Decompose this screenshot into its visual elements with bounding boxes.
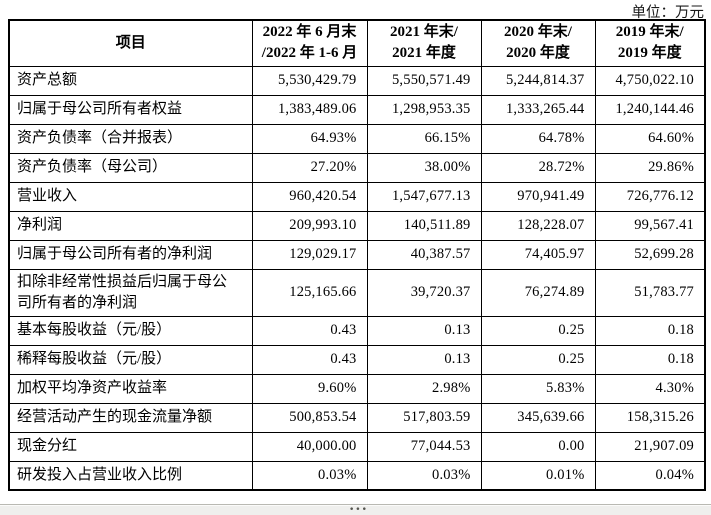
row-value: 0.13	[366, 344, 482, 375]
row-value: 0.43	[251, 344, 368, 375]
row-label: 归属于母公司所有者的净利润	[8, 239, 253, 270]
row-value: 209,993.10	[251, 210, 368, 241]
row-value: 1,383,489.06	[251, 94, 368, 125]
row-value: 960,420.54	[251, 181, 368, 212]
row-value: 0.25	[480, 344, 596, 375]
financial-summary-table: 项目 2022 年 6 月末 /2022 年 1-6 月 2021 年末/ 2021…	[8, 19, 706, 491]
table-body: 资产总额 5,530,429.79 5,550,571.49 5,244,814.37…	[8, 65, 706, 491]
row-value: 5,550,571.49	[366, 65, 482, 96]
row-value: 28.72%	[480, 152, 596, 183]
row-value: 1,333,265.44	[480, 94, 596, 125]
row-value: 0.04%	[594, 460, 706, 491]
row-value: 970,941.49	[480, 181, 596, 212]
row-value: 158,315.26	[594, 402, 706, 433]
row-value: 128,228.07	[480, 210, 596, 241]
row-value: 0.43	[251, 315, 368, 346]
row-label: 研发投入占营业收入比例	[8, 460, 253, 491]
row-value: 129,029.17	[251, 239, 368, 270]
row-value: 52,699.28	[594, 239, 706, 270]
row-value: 0.13	[366, 315, 482, 346]
row-value: 0.18	[594, 315, 706, 346]
table-row: 现金分红 40,000.00 77,044.53 0.00 21,907.09	[8, 431, 706, 462]
row-label: 资产负债率（合并报表）	[8, 123, 253, 154]
row-label: 稀释每股收益（元/股）	[8, 344, 253, 375]
row-value: 0.01%	[480, 460, 596, 491]
table-row: 基本每股收益（元/股） 0.43 0.13 0.25 0.18	[8, 315, 706, 346]
row-value: 99,567.41	[594, 210, 706, 241]
row-value: 2.98%	[366, 373, 482, 404]
row-value: 64.93%	[251, 123, 368, 154]
table-row: 净利润 209,993.10 140,511.89 128,228.07 99,567.…	[8, 210, 706, 241]
table-row: 加权平均净资产收益率 9.60% 2.98% 5.83% 4.30%	[8, 373, 706, 404]
table-row: 研发投入占营业收入比例 0.03% 0.03% 0.01% 0.04%	[8, 460, 706, 491]
row-value: 21,907.09	[594, 431, 706, 462]
row-value: 345,639.66	[480, 402, 596, 433]
table-row: 经营活动产生的现金流量净额 500,853.54 517,803.59 345,639…	[8, 402, 706, 433]
row-value: 0.00	[480, 431, 596, 462]
row-label: 归属于母公司所有者权益	[8, 94, 253, 125]
row-label: 净利润	[8, 210, 253, 241]
row-label: 现金分红	[8, 431, 253, 462]
row-label: 基本每股收益（元/股）	[8, 315, 253, 346]
row-value: 66.15%	[366, 123, 482, 154]
table-row: 归属于母公司所有者的净利润 129,029.17 40,387.57 74,405.9…	[8, 239, 706, 270]
row-value: 125,165.66	[251, 268, 368, 317]
row-value: 1,240,144.46	[594, 94, 706, 125]
row-value: 1,298,953.35	[366, 94, 482, 125]
row-label: 资产负债率（母公司）	[8, 152, 253, 183]
table-row: 稀释每股收益（元/股） 0.43 0.13 0.25 0.18	[8, 344, 706, 375]
row-value: 5,244,814.37	[480, 65, 596, 96]
row-label: 扣除非经常性损益后归属于母公 司所有者的净利润	[8, 268, 253, 317]
table-row: 营业收入 960,420.54 1,547,677.13 970,941.49 726,…	[8, 181, 706, 212]
table-header-row: 项目 2022 年 6 月末 /2022 年 1-6 月 2021 年末/ 2021…	[8, 19, 706, 67]
row-value: 0.18	[594, 344, 706, 375]
table-row: 资产总额 5,530,429.79 5,550,571.49 5,244,814.37…	[8, 65, 706, 96]
row-value: 4.30%	[594, 373, 706, 404]
column-header-period: 2020 年末/ 2020 年度	[480, 19, 596, 67]
column-header-period: 2021 年末/ 2021 年度	[366, 19, 482, 67]
row-value: 140,511.89	[366, 210, 482, 241]
row-value: 500,853.54	[251, 402, 368, 433]
row-value: 5.83%	[480, 373, 596, 404]
row-value: 74,405.97	[480, 239, 596, 270]
row-value: 27.20%	[251, 152, 368, 183]
row-label: 加权平均净资产收益率	[8, 373, 253, 404]
column-header-period: 2022 年 6 月末 /2022 年 1-6 月	[251, 19, 368, 67]
row-value: 40,387.57	[366, 239, 482, 270]
row-label: 营业收入	[8, 181, 253, 212]
table-row: 扣除非经常性损益后归属于母公 司所有者的净利润 125,165.66 39,720.…	[8, 268, 706, 317]
row-value: 9.60%	[251, 373, 368, 404]
row-value: 0.03%	[366, 460, 482, 491]
row-value: 77,044.53	[366, 431, 482, 462]
table-row: 归属于母公司所有者权益 1,383,489.06 1,298,953.35 1,333…	[8, 94, 706, 125]
row-value: 4,750,022.10	[594, 65, 706, 96]
row-value: 0.03%	[251, 460, 368, 491]
row-value: 517,803.59	[366, 402, 482, 433]
row-value: 51,783.77	[594, 268, 706, 317]
column-header-period: 2019 年末/ 2019 年度	[594, 19, 706, 67]
row-value: 0.25	[480, 315, 596, 346]
table-row: 资产负债率（母公司） 27.20% 38.00% 28.72% 29.86%	[8, 152, 706, 183]
column-header-item: 项目	[8, 19, 253, 67]
row-value: 39,720.37	[366, 268, 482, 317]
row-value: 29.86%	[594, 152, 706, 183]
row-value: 1,547,677.13	[366, 181, 482, 212]
row-value: 5,530,429.79	[251, 65, 368, 96]
row-value: 726,776.12	[594, 181, 706, 212]
scrollbar-grip-icon[interactable]: •••	[349, 505, 368, 515]
row-value: 64.78%	[480, 123, 596, 154]
row-label: 经营活动产生的现金流量净额	[8, 402, 253, 433]
table-row: 资产负债率（合并报表） 64.93% 66.15% 64.78% 64.60%	[8, 123, 706, 154]
row-value: 64.60%	[594, 123, 706, 154]
row-label: 资产总额	[8, 65, 253, 96]
row-value: 40,000.00	[251, 431, 368, 462]
row-value: 76,274.89	[480, 268, 596, 317]
row-value: 38.00%	[366, 152, 482, 183]
unit-label: 单位：万元	[631, 5, 705, 21]
horizontal-scrollbar[interactable]: •••	[0, 504, 711, 515]
